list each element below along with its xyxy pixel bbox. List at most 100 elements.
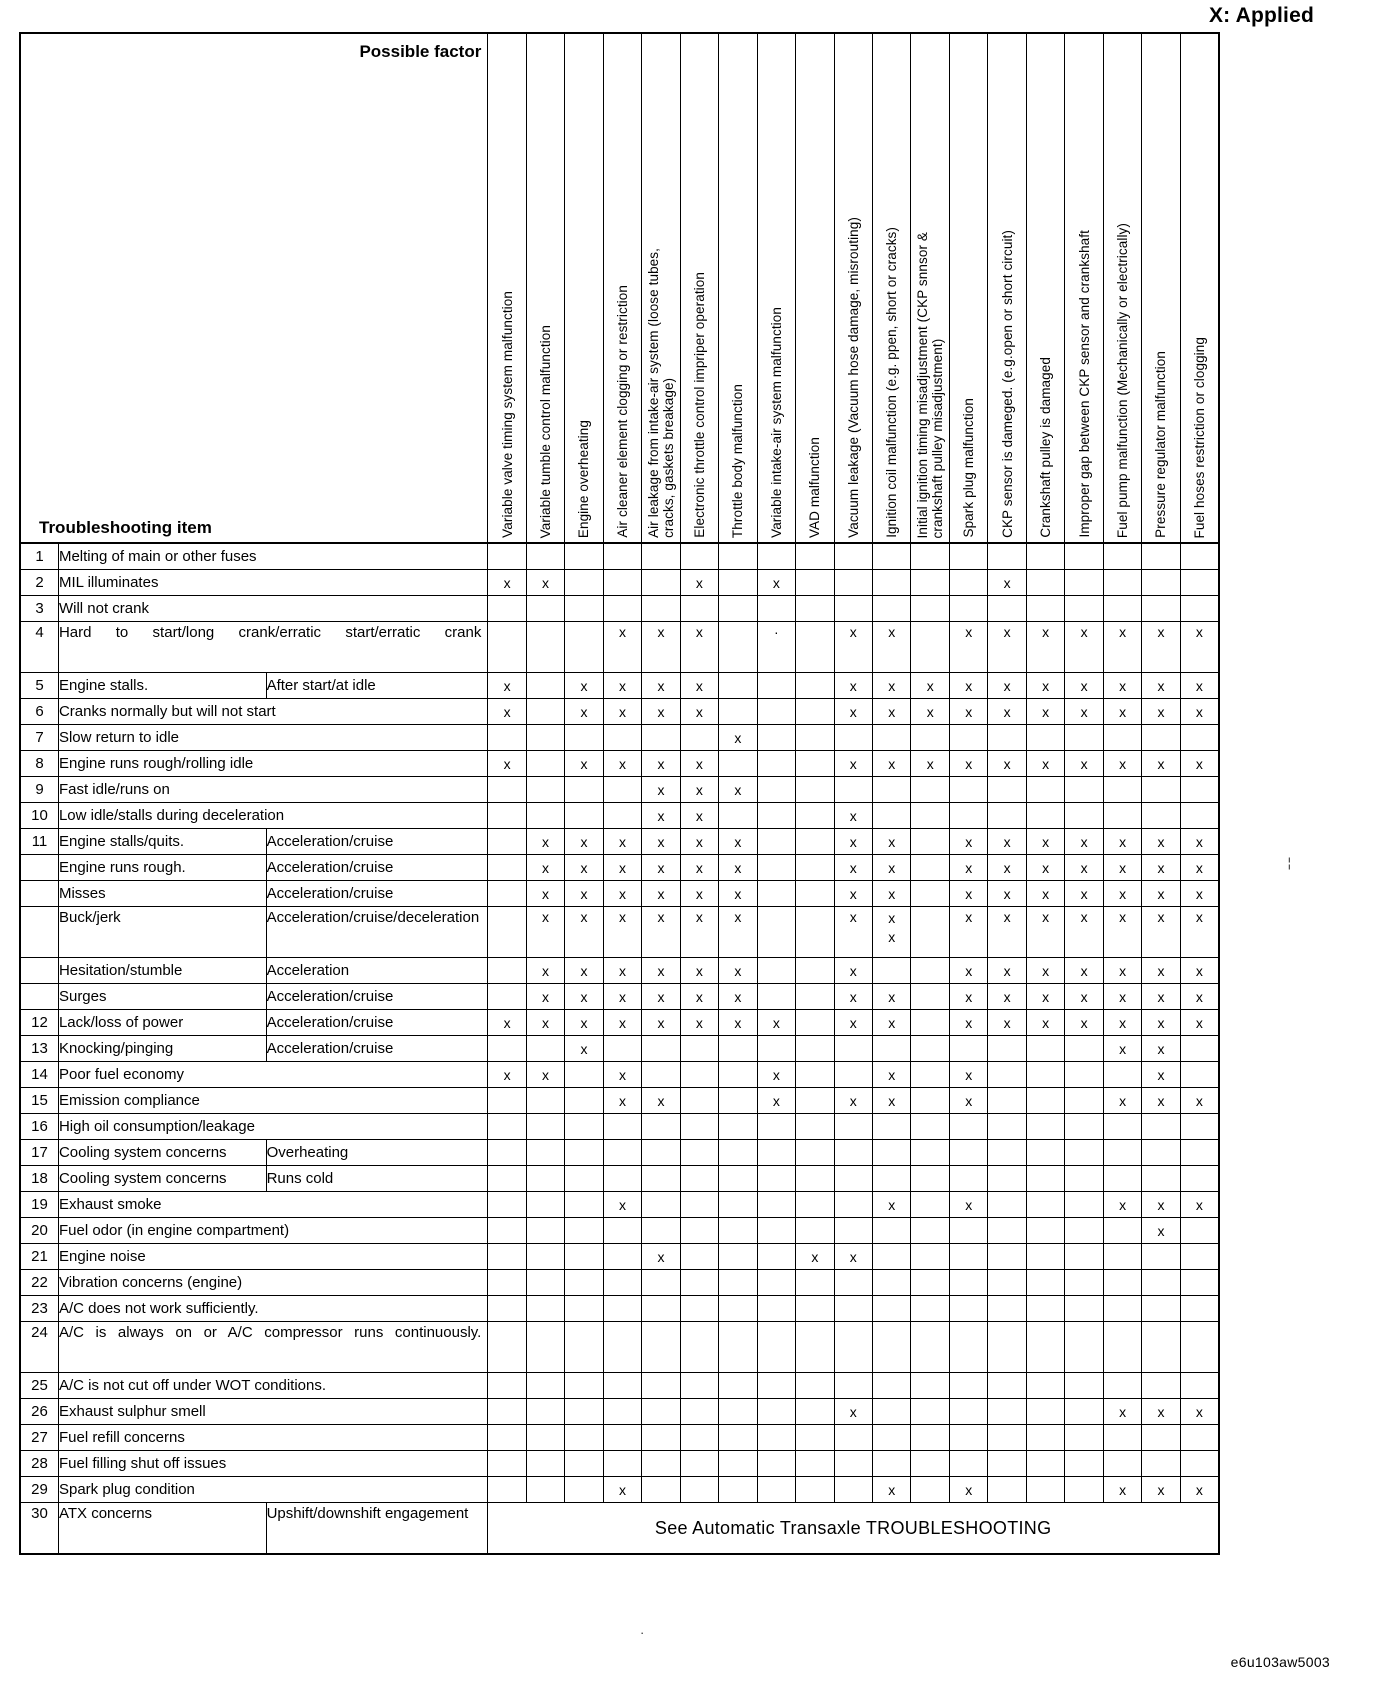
row-item-label: Vibration concerns (engine) xyxy=(57,1269,489,1296)
matrix-cell: x xyxy=(872,698,912,725)
matrix-cell xyxy=(910,569,950,596)
row-item-label: Fast idle/runs on xyxy=(57,776,489,803)
table-row: 21 Engine noise x x x xyxy=(18,1243,1220,1270)
matrix-cell xyxy=(718,1061,758,1088)
matrix-cell xyxy=(1102,1113,1143,1140)
matrix-cell xyxy=(1064,569,1104,596)
matrix-cell xyxy=(795,880,835,907)
matrix-cell: x xyxy=(1064,983,1104,1010)
matrix-cell xyxy=(718,1476,758,1503)
matrix-cell xyxy=(910,802,950,829)
matrix-cell xyxy=(1179,1372,1220,1399)
row-number: 16 xyxy=(18,1113,59,1140)
matrix-cell: x xyxy=(1179,880,1220,907)
matrix-cell: x xyxy=(602,1191,643,1218)
factor-column-label: Spark plug malfunction xyxy=(961,398,977,538)
matrix-cell: x xyxy=(948,621,989,673)
matrix-cell xyxy=(756,1113,797,1140)
row-item-label: Misses xyxy=(57,880,267,907)
matrix-cell xyxy=(872,776,912,803)
matrix-cell xyxy=(795,1398,835,1425)
matrix-cell xyxy=(487,1217,527,1244)
matrix-cell: x xyxy=(756,569,797,596)
matrix-cell xyxy=(872,1398,912,1425)
matrix-cell xyxy=(564,1139,604,1166)
factor-column-header: Initial ignition timing misadjustment (C… xyxy=(910,32,950,544)
matrix-cell: x xyxy=(641,906,681,958)
matrix-cell xyxy=(487,880,527,907)
row-condition-label: Overheating xyxy=(265,1139,489,1166)
row-number: 29 xyxy=(18,1476,59,1503)
matrix-cell xyxy=(795,621,835,673)
matrix-cell xyxy=(602,1113,643,1140)
table-row: Misses Acceleration/cruise x x x x x x x x x x x x x x x xyxy=(18,880,1220,907)
matrix-cell xyxy=(987,776,1027,803)
matrix-cell xyxy=(910,621,950,673)
matrix-cell xyxy=(1141,569,1181,596)
matrix-cell xyxy=(641,1217,681,1244)
table-row: 27 Fuel refill concerns xyxy=(18,1424,1220,1451)
matrix-cell xyxy=(1179,1113,1220,1140)
matrix-cell: x xyxy=(679,569,720,596)
matrix-cell: x xyxy=(1141,1191,1181,1218)
matrix-cell xyxy=(641,1035,681,1062)
matrix-cell xyxy=(718,595,758,622)
matrix-cell xyxy=(910,906,950,958)
matrix-cell xyxy=(1179,802,1220,829)
matrix-cell xyxy=(1179,1243,1220,1270)
row-item-label: Hard to start/long crank/erratic start/e… xyxy=(57,621,489,673)
matrix-cell: x xyxy=(487,1061,527,1088)
matrix-cell: x xyxy=(525,569,566,596)
matrix-cell: x xyxy=(987,750,1027,777)
matrix-cell xyxy=(679,724,720,751)
matrix-cell xyxy=(833,542,874,570)
matrix-cell: x xyxy=(1179,1009,1220,1036)
matrix-cell xyxy=(679,1139,720,1166)
row-item-label: Surges xyxy=(57,983,267,1010)
matrix-cell xyxy=(795,854,835,881)
matrix-cell xyxy=(718,1372,758,1399)
matrix-cell: x xyxy=(564,672,604,699)
matrix-cell xyxy=(525,1269,566,1296)
row-number: 2 xyxy=(18,569,59,596)
matrix-cell xyxy=(487,1269,527,1296)
matrix-cell xyxy=(679,1424,720,1451)
matrix-cell xyxy=(525,698,566,725)
row-number xyxy=(18,854,59,881)
matrix-cell xyxy=(602,776,643,803)
matrix-cell xyxy=(795,1321,835,1373)
matrix-cell xyxy=(718,1191,758,1218)
factor-column-label: Air leakage from intake-air system (loos… xyxy=(645,248,676,538)
matrix-cell xyxy=(641,1424,681,1451)
row-number: 25 xyxy=(18,1372,59,1399)
factor-column-label: Ignition coil malfunction (e.g. ppen, sh… xyxy=(884,227,900,538)
matrix-cell xyxy=(1025,1061,1066,1088)
matrix-cell: x xyxy=(641,854,681,881)
factor-column-label: Variable tumble control malfunction xyxy=(537,324,553,538)
matrix-cell xyxy=(602,1450,643,1477)
matrix-cell xyxy=(910,1191,950,1218)
factor-column-label: Variable intake-air system malfunction xyxy=(768,307,784,538)
factor-column-header: Pressure regulator malfunction xyxy=(1141,32,1181,544)
matrix-cell: x xyxy=(487,672,527,699)
matrix-cell xyxy=(910,1424,950,1451)
matrix-cell xyxy=(487,542,527,570)
matrix-cell xyxy=(525,621,566,673)
matrix-cell: x xyxy=(872,750,912,777)
matrix-cell xyxy=(910,880,950,907)
matrix-cell xyxy=(833,1191,874,1218)
matrix-cell xyxy=(1102,1450,1143,1477)
matrix-table-wrap: Possible factor Troubleshooting item Var… xyxy=(18,32,1221,1555)
matrix-cell xyxy=(641,1372,681,1399)
matrix-cell: x xyxy=(1025,698,1066,725)
matrix-cell xyxy=(525,1243,566,1270)
matrix-cell: x xyxy=(1102,1398,1143,1425)
row-number xyxy=(18,957,59,984)
matrix-cell xyxy=(756,983,797,1010)
matrix-cell: x xyxy=(641,1087,681,1114)
matrix-cell: x xyxy=(1025,906,1066,958)
matrix-cell xyxy=(1102,1165,1143,1192)
matrix-cell xyxy=(948,1217,989,1244)
matrix-cell xyxy=(756,542,797,570)
matrix-cell: x xyxy=(564,906,604,958)
